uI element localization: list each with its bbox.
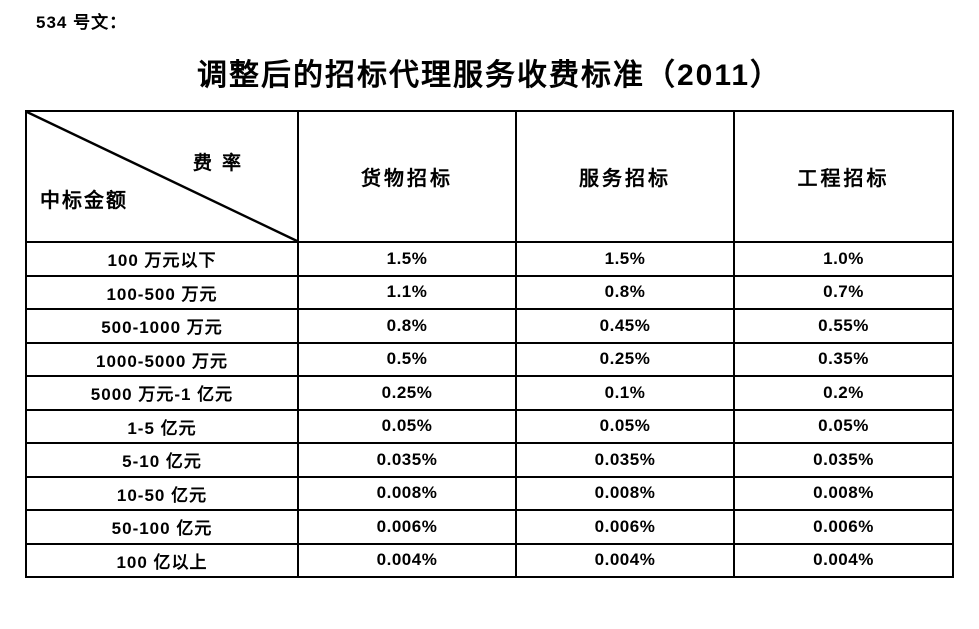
fee-value-cell: 0.5%	[297, 341, 517, 377]
fee-value-cell: 0.008%	[733, 475, 954, 511]
table-row: 100-500 万元 1.1% 0.8% 0.7%	[25, 274, 954, 310]
fee-value-cell: 0.7%	[733, 274, 954, 310]
fee-value-cell: 1.5%	[515, 241, 735, 277]
fee-value-cell: 0.8%	[515, 274, 735, 310]
corner-label-amount: 中标金额	[40, 190, 128, 212]
fee-value-cell: 1.5%	[297, 241, 517, 277]
page-title: 调整后的招标代理服务收费标准（2011）	[196, 59, 783, 92]
fee-value-cell: 0.25%	[297, 375, 517, 411]
row-label: 5-10 亿元	[25, 442, 299, 478]
fee-value-cell: 0.006%	[297, 509, 517, 545]
row-label: 1-5 亿元	[25, 408, 299, 444]
fee-value-cell: 0.55%	[733, 308, 954, 344]
column-header-engineering: 工程招标	[733, 110, 954, 243]
column-header-services: 服务招标	[515, 110, 735, 243]
fee-value-cell: 0.1%	[515, 375, 735, 411]
table-row: 10-50 亿元 0.008% 0.008% 0.008%	[25, 475, 954, 511]
fee-value-cell: 0.008%	[297, 475, 517, 511]
fee-value-cell: 0.004%	[733, 542, 954, 578]
table-row: 50-100 亿元 0.006% 0.006% 0.006%	[25, 509, 954, 545]
corner-cell: 费率 中标金额	[25, 110, 299, 243]
fee-value-cell: 0.8%	[297, 308, 517, 344]
row-label: 1000-5000 万元	[25, 341, 299, 377]
row-label: 500-1000 万元	[25, 308, 299, 344]
table-row: 5-10 亿元 0.035% 0.035% 0.035%	[25, 442, 954, 478]
row-label: 100 亿以上	[25, 542, 299, 578]
table-row: 100 万元以下 1.5% 1.5% 1.0%	[25, 241, 954, 277]
doc-ref: 534 号文：	[36, 13, 128, 32]
table-row: 500-1000 万元 0.8% 0.45% 0.55%	[25, 308, 954, 344]
fee-value-cell: 0.05%	[733, 408, 954, 444]
fee-value-cell: 0.006%	[515, 509, 735, 545]
fee-value-cell: 0.2%	[733, 375, 954, 411]
header-row: 费率 中标金额 货物招标 服务招标 工程招标	[25, 110, 954, 243]
row-label: 10-50 亿元	[25, 475, 299, 511]
fee-value-cell: 0.035%	[297, 442, 517, 478]
fee-value-cell: 0.035%	[733, 442, 954, 478]
row-label: 100 万元以下	[25, 241, 299, 277]
fee-value-cell: 0.004%	[515, 542, 735, 578]
fee-value-cell: 0.35%	[733, 341, 954, 377]
fee-value-cell: 0.035%	[515, 442, 735, 478]
row-label: 100-500 万元	[25, 274, 299, 310]
fee-value-cell: 0.006%	[733, 509, 954, 545]
fee-table: 费率 中标金额 货物招标 服务招标 工程招标 100 万元以下 1.5% 1.5% 1…	[25, 110, 954, 578]
row-label: 50-100 亿元	[25, 509, 299, 545]
fee-value-cell: 0.25%	[515, 341, 735, 377]
fee-value-cell: 0.05%	[515, 408, 735, 444]
diagonal-line	[28, 113, 296, 240]
fee-value-cell: 1.0%	[733, 241, 954, 277]
column-header-goods: 货物招标	[297, 110, 517, 243]
table-row: 1-5 亿元 0.05% 0.05% 0.05%	[25, 408, 954, 444]
fee-value-cell: 1.1%	[297, 274, 517, 310]
table-row: 5000 万元-1 亿元 0.25% 0.1% 0.2%	[25, 375, 954, 411]
fee-value-cell: 0.05%	[297, 408, 517, 444]
table-row: 1000-5000 万元 0.5% 0.25% 0.35%	[25, 341, 954, 377]
row-label: 5000 万元-1 亿元	[25, 375, 299, 411]
fee-value-cell: 0.004%	[297, 542, 517, 578]
table-row: 100 亿以上 0.004% 0.004% 0.004%	[25, 542, 954, 578]
corner-label-rate: 费率	[193, 153, 252, 174]
fee-value-cell: 0.45%	[515, 308, 735, 344]
fee-value-cell: 0.008%	[515, 475, 735, 511]
